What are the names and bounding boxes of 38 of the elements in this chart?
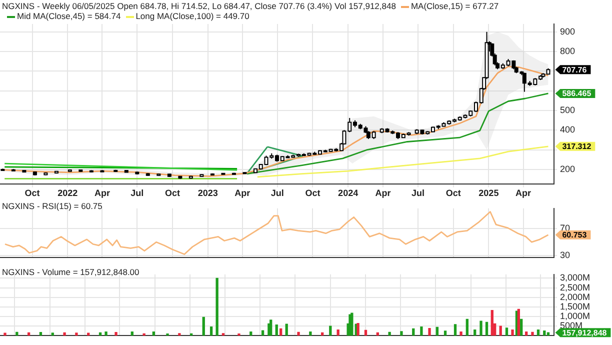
annotation: 157,912,848 [562,328,608,338]
chart-title: NGXINS - Volume = 157,912,848.00 [2,267,140,277]
x-tick-label: Jul [130,188,144,198]
annotation: 586.465 [562,89,592,98]
annotation: 317.312 [562,142,592,152]
y-tick-label: 500 [560,104,576,115]
y-tick-label: 200 [560,164,576,174]
x-tick-label: Apr [375,188,392,198]
x-tick-label: Oct [164,188,180,198]
x-tick-label: Oct [24,188,40,198]
chart-title: NGXINS - RSI(15) = 60.75 [2,201,102,211]
y-tick-label: 3,000M [560,272,590,283]
x-tick-label: 2025 [478,188,499,198]
legend-label: Mid MA(Close,45) = 584.74 [17,11,121,21]
x-tick-label: 2022 [58,188,78,198]
x-tick-label: Apr [516,188,532,198]
x-tick-label: 2024 [338,188,358,198]
annotation: 60.753 [562,230,588,240]
x-tick-label: Apr [94,188,110,198]
y-tick-label: 2,500M [560,282,590,292]
x-tick-label: Jul [411,188,425,198]
y-tick-label: 1,500M [560,301,590,312]
x-tick-label: Apr [234,188,251,198]
y-tick-label: 500M [560,320,583,331]
legend-label: Long MA(Close,100) = 449.70 [136,11,250,21]
annotation: 707.76 [562,65,588,74]
legend-label: MA(Close,15) = 677.27 [410,1,499,11]
chart-title: NGXINS - Weekly 06/05/2025 Open 684.78, Hi 714.52, Lo 684.47, Close 707.76 (3.4%) Vol 157,912,848 [2,1,396,11]
x-tick-label: Oct [305,188,320,198]
x-tick-label: Jul [270,188,284,198]
y-tick-label: 1,000M [560,310,590,321]
y-tick-label: 900 [560,26,576,36]
y-tick-label: 800 [560,46,576,56]
y-tick-label: 400 [560,124,576,135]
x-tick-label: 2023 [198,188,218,198]
y-tick-label: 30 [560,250,570,260]
x-tick-label: Oct [446,188,461,198]
y-tick-label: 2,000M [560,292,590,302]
